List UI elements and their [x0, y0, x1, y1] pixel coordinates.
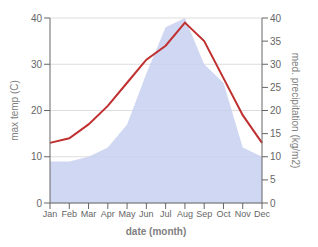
- svg-text:Nov: Nov: [235, 209, 252, 219]
- svg-text:35: 35: [270, 36, 282, 47]
- svg-text:med. precipitation (kg/m2): med. precipitation (kg/m2): [290, 53, 301, 169]
- svg-text:Aug: Aug: [177, 209, 193, 219]
- svg-text:date (month): date (month): [126, 226, 187, 237]
- svg-text:5: 5: [270, 174, 276, 185]
- svg-text:0: 0: [270, 198, 276, 209]
- svg-text:Dec: Dec: [254, 209, 271, 219]
- svg-text:Jan: Jan: [43, 209, 58, 219]
- svg-text:Apr: Apr: [101, 209, 115, 219]
- svg-text:Feb: Feb: [62, 209, 78, 219]
- svg-text:10: 10: [270, 151, 282, 162]
- svg-text:Jul: Jul: [160, 209, 172, 219]
- svg-text:May: May: [119, 209, 137, 219]
- svg-text:20: 20: [31, 105, 43, 116]
- svg-text:15: 15: [270, 128, 282, 139]
- svg-text:25: 25: [270, 82, 282, 93]
- svg-text:Sep: Sep: [196, 209, 212, 219]
- svg-text:Oct: Oct: [216, 209, 231, 219]
- svg-text:max temp (C): max temp (C): [9, 80, 20, 141]
- svg-text:Jun: Jun: [139, 209, 154, 219]
- svg-text:40: 40: [31, 13, 43, 24]
- svg-text:30: 30: [31, 59, 43, 70]
- svg-text:40: 40: [270, 13, 282, 24]
- svg-text:10: 10: [31, 151, 43, 162]
- svg-text:30: 30: [270, 59, 282, 70]
- svg-text:0: 0: [36, 198, 42, 209]
- svg-text:Mar: Mar: [81, 209, 97, 219]
- svg-text:20: 20: [270, 105, 282, 116]
